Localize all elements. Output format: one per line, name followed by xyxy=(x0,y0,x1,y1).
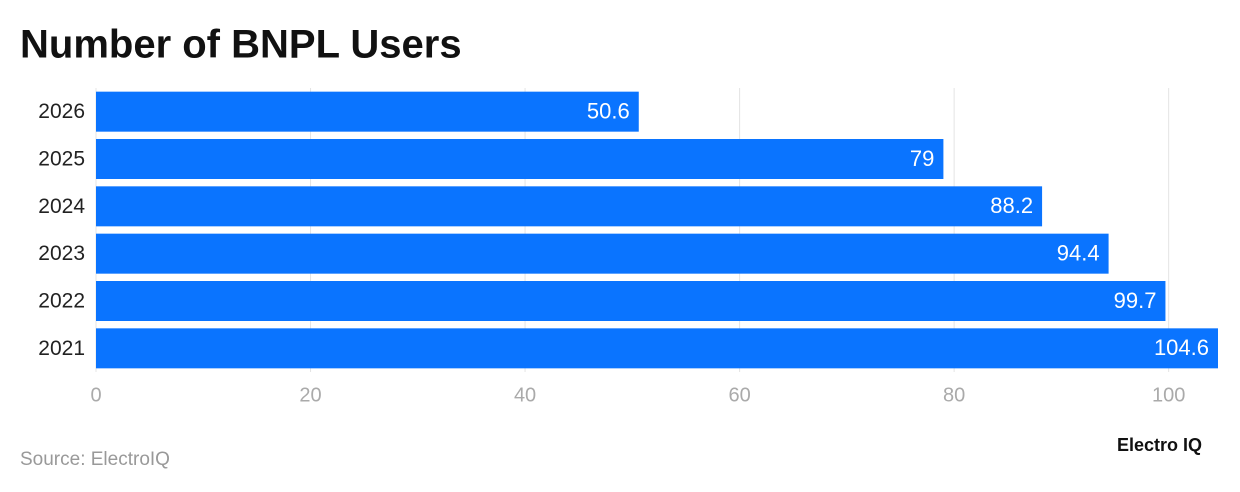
bar xyxy=(96,328,1218,369)
y-tick-label: 2023 xyxy=(38,242,85,265)
value-label: 50.6 xyxy=(587,98,630,123)
bar xyxy=(96,139,944,179)
x-tick-label: 40 xyxy=(514,384,536,406)
y-tick-label: 2024 xyxy=(38,195,85,218)
x-tick-label: 100 xyxy=(1152,384,1185,406)
value-label: 88.2 xyxy=(990,193,1033,218)
chart-title: Number of BNPL Users xyxy=(20,23,462,67)
value-label: 99.7 xyxy=(1114,288,1157,313)
bar xyxy=(96,233,1109,274)
bar xyxy=(96,186,1043,227)
y-tick-label: 2021 xyxy=(38,337,85,360)
x-tick-label: 80 xyxy=(943,384,965,406)
y-tick-label: 2025 xyxy=(38,148,85,171)
brand: Electro IQ xyxy=(1117,435,1202,455)
y-tick-label: 2022 xyxy=(38,290,85,313)
x-tick-label: 60 xyxy=(728,384,750,406)
value-label: 79 xyxy=(910,146,934,171)
x-tick-label: 0 xyxy=(90,384,101,406)
y-tick-label: 2026 xyxy=(38,100,85,123)
value-label: 104.6 xyxy=(1154,335,1209,360)
bar xyxy=(96,281,1166,321)
value-label: 94.4 xyxy=(1057,240,1100,265)
source: Source: ElectroIQ xyxy=(20,449,170,470)
bar xyxy=(96,91,639,132)
x-tick-label: 20 xyxy=(299,384,321,406)
